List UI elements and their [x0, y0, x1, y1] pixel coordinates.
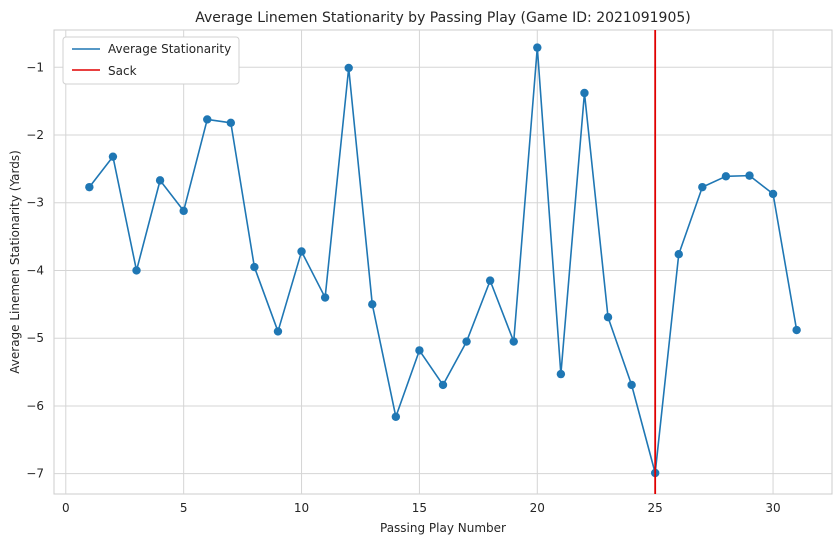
x-tick-label: 15	[412, 501, 427, 515]
legend-box	[62, 36, 240, 85]
data-point	[438, 380, 448, 390]
data-point	[85, 182, 94, 192]
data-point	[273, 327, 283, 336]
y-tick-label: −5	[26, 331, 44, 345]
data-point	[509, 337, 518, 346]
legend: Average Stationarity Sack	[62, 36, 240, 85]
data-point	[297, 247, 306, 256]
y-tick-label: −7	[26, 467, 44, 481]
data-point	[415, 346, 424, 355]
data-point	[533, 43, 542, 52]
y-axis-label: Average Linemen Stationarity (Yards)	[8, 150, 22, 373]
x-tick-label: 0	[62, 501, 70, 515]
y-tick-label: −2	[26, 128, 44, 142]
data-point	[768, 189, 778, 199]
y-tick-label: −4	[26, 263, 44, 277]
data-point	[108, 152, 118, 161]
x-tick-labels: 0 5 10 15 20 25 30	[62, 501, 781, 515]
y-tick-labels: −7 −6 −5 −4 −3 −2 −1	[26, 60, 44, 480]
data-point	[721, 172, 731, 181]
x-axis-label: Passing Play Number	[380, 521, 506, 535]
data-point	[580, 88, 589, 98]
data-point	[556, 369, 566, 379]
data-point	[792, 325, 801, 335]
legend-label-sack: Sack	[108, 64, 137, 78]
series-group	[85, 43, 801, 478]
x-tick-label: 20	[530, 501, 545, 515]
data-point	[179, 206, 188, 216]
legend-label-stationarity: Average Stationarity	[108, 42, 231, 56]
x-tick-label: 5	[180, 501, 188, 515]
x-tick-label: 30	[765, 501, 780, 515]
data-point	[226, 118, 236, 128]
plot-area	[53, 29, 833, 495]
data-point	[391, 412, 401, 421]
data-point	[155, 176, 165, 185]
data-point	[203, 115, 212, 124]
x-tick-label: 10	[294, 501, 309, 515]
x-tick-label: 25	[648, 501, 663, 515]
data-point	[745, 171, 754, 180]
data-point	[485, 276, 495, 285]
chart-title: Average Linemen Stationarity by Passing …	[195, 10, 690, 26]
data-point	[603, 313, 613, 322]
data-point	[627, 380, 636, 390]
data-point	[674, 250, 683, 259]
data-point	[462, 337, 471, 346]
data-point	[320, 293, 330, 302]
y-tick-label: −3	[26, 196, 44, 210]
data-point	[132, 266, 141, 275]
data-point	[250, 262, 259, 272]
data-point	[698, 182, 707, 192]
y-tick-label: −1	[26, 60, 44, 74]
y-tick-label: −6	[26, 399, 44, 413]
data-point	[344, 63, 353, 73]
data-point	[368, 300, 377, 309]
